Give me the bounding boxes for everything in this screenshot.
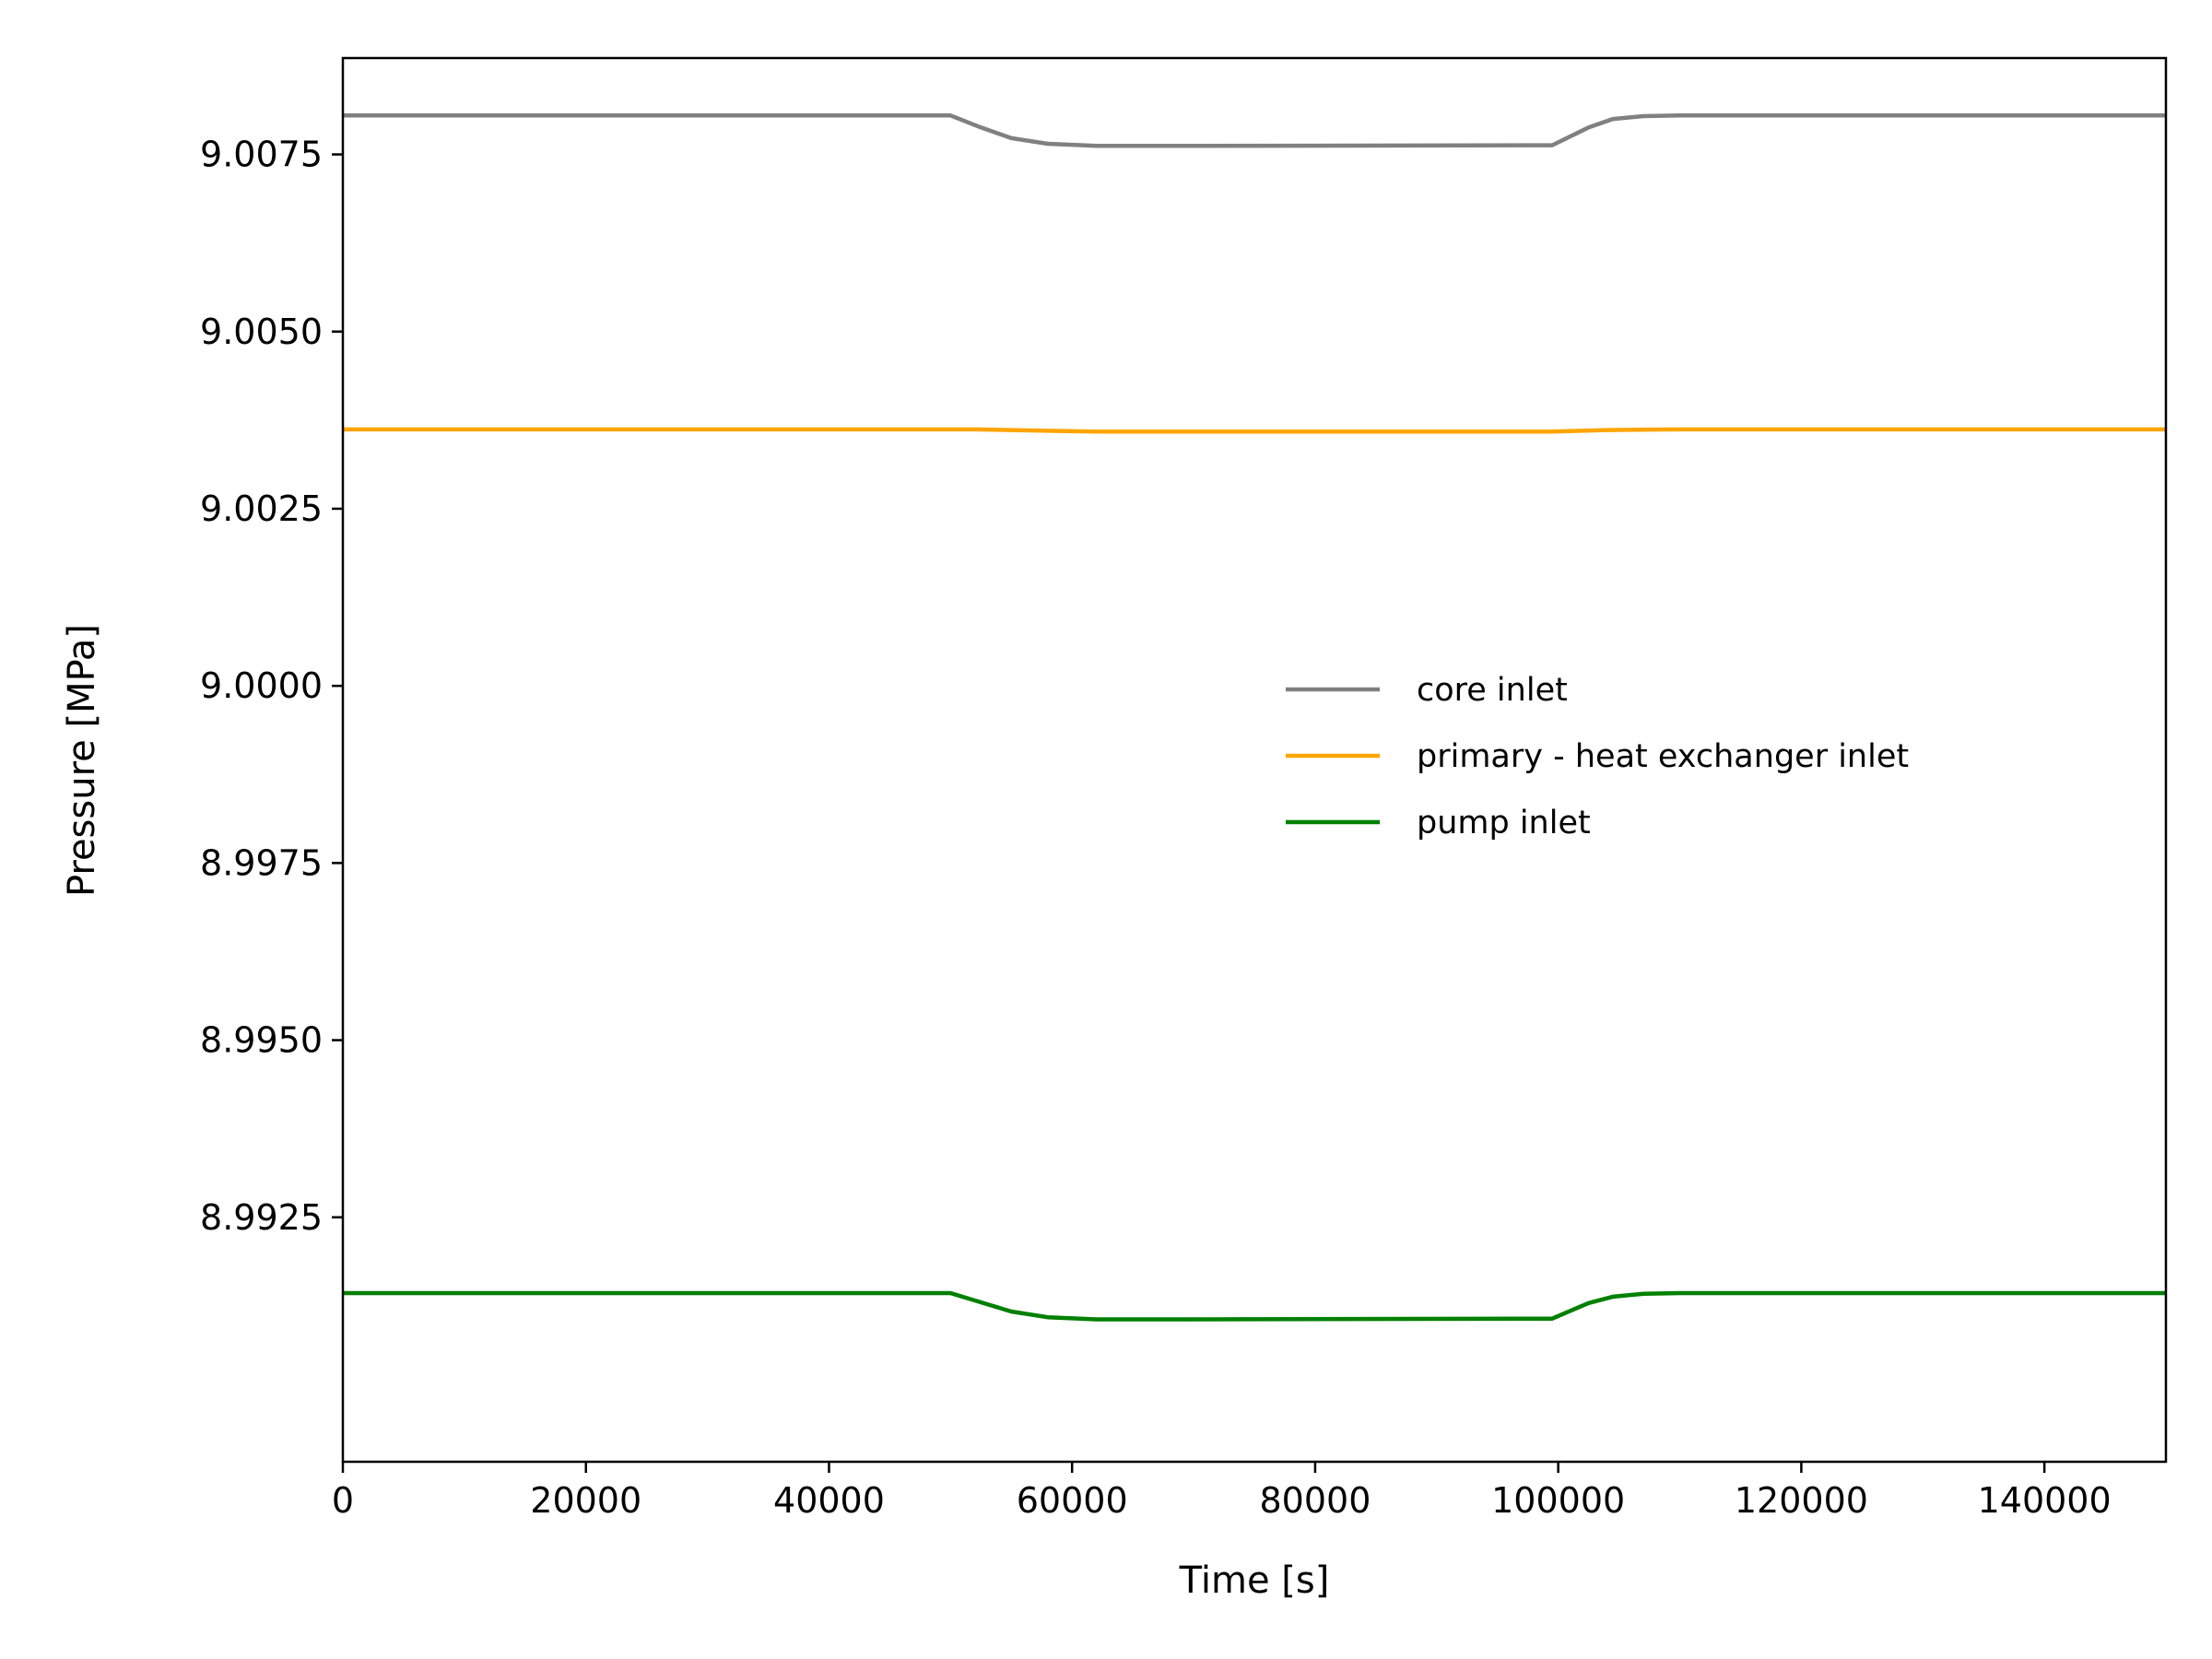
x-tick-label: 20000 [530, 1480, 641, 1521]
x-tick-label: 120000 [1735, 1480, 1868, 1521]
x-tick-label: 140000 [1978, 1480, 2112, 1521]
x-axis: 0 20000 40000 60000 80000 100000 120000 140000 [332, 1462, 2112, 1521]
y-tick-label: 9.0050 [200, 312, 323, 352]
series-layer [343, 113, 2166, 1322]
x-axis-title: Time [s] [1179, 1559, 1330, 1602]
x-tick-label: 100000 [1491, 1480, 1625, 1521]
x-tick-label: 60000 [1017, 1480, 1128, 1521]
y-tick-label: 8.9950 [200, 1020, 323, 1061]
series-line-0 [343, 113, 2166, 148]
series-line-1 [343, 427, 2166, 434]
legend-label-2: pump inlet [1417, 805, 1591, 841]
legend-label-1: primary - heat exchanger inlet [1417, 738, 1909, 775]
y-axis-title: Pressure [MPa] [61, 624, 103, 897]
x-tick-label: 0 [332, 1480, 354, 1521]
y-tick-label: 8.9925 [200, 1197, 323, 1238]
y-tick-label: 9.0075 [200, 135, 323, 175]
x-tick-label: 40000 [773, 1480, 885, 1521]
legend: core inlet primary - heat exchanger inlet… [1286, 672, 1909, 841]
y-tick-label: 9.0000 [200, 665, 323, 706]
series-line-2 [343, 1290, 2166, 1322]
plot-frame [341, 56, 2168, 1464]
x-tick-label: 80000 [1259, 1480, 1371, 1521]
y-tick-label: 9.0025 [200, 488, 323, 529]
y-axis: 8.9925 8.9950 8.9975 9.0000 9.0025 9.0050 9.00… [200, 135, 343, 1238]
legend-label-0: core inlet [1417, 672, 1568, 709]
y-tick-label: 8.9975 [200, 842, 323, 883]
